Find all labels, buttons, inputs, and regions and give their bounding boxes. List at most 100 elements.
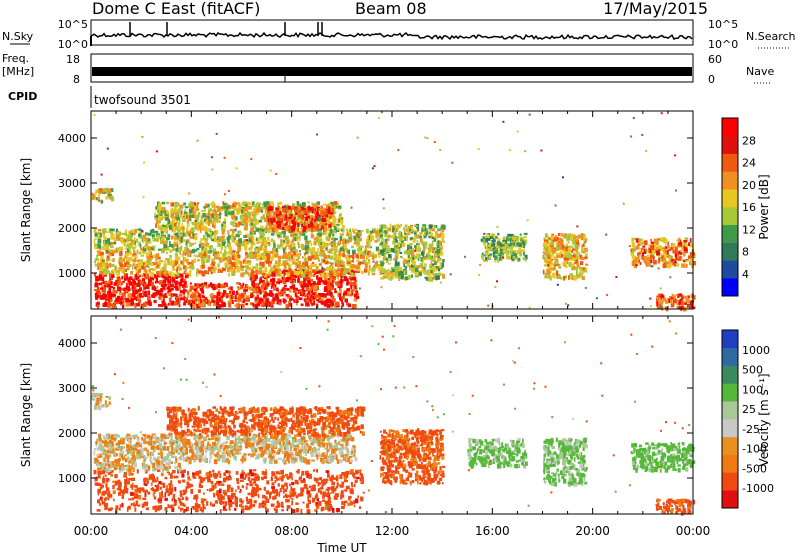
echo-cell bbox=[175, 293, 178, 299]
echo-cell bbox=[260, 225, 264, 228]
echo-cell bbox=[320, 253, 323, 257]
echo-cell bbox=[496, 244, 500, 248]
echo-cell bbox=[157, 261, 162, 265]
echo-cell bbox=[427, 276, 430, 282]
echo-cell bbox=[244, 257, 247, 262]
echo-cell bbox=[391, 248, 395, 253]
echo-cell bbox=[640, 242, 644, 245]
echo-cell bbox=[243, 218, 247, 223]
echo-cell bbox=[246, 210, 249, 214]
echo-cell bbox=[548, 258, 552, 263]
echo-cell bbox=[321, 267, 324, 270]
echo-cell bbox=[404, 234, 408, 239]
echo-cell bbox=[641, 255, 644, 260]
echo-cell bbox=[136, 259, 141, 263]
echo-cell bbox=[228, 302, 232, 308]
echo-cell bbox=[155, 294, 159, 297]
echo-cell bbox=[142, 281, 147, 287]
echo-cell bbox=[285, 236, 287, 240]
echo-cell bbox=[690, 254, 693, 259]
echo-cell bbox=[295, 270, 300, 276]
echo-cell bbox=[204, 239, 208, 243]
echo-cell bbox=[262, 231, 265, 236]
echo-cell bbox=[565, 246, 569, 252]
echo-cell bbox=[403, 262, 405, 267]
echo-cell bbox=[212, 301, 217, 307]
echo-cell bbox=[287, 271, 291, 274]
echo-cell bbox=[649, 259, 653, 264]
echo-cell bbox=[282, 226, 285, 230]
echo-cell bbox=[95, 276, 99, 282]
echo-cell bbox=[407, 245, 410, 251]
echo-cell bbox=[183, 211, 188, 214]
echo-cell bbox=[293, 289, 297, 293]
echo-cell bbox=[119, 231, 122, 236]
echo-cell bbox=[544, 250, 549, 255]
echo-cell bbox=[140, 236, 143, 239]
echo-cell bbox=[556, 252, 560, 256]
echo-cell bbox=[119, 300, 123, 304]
echo-cell bbox=[124, 268, 127, 272]
echo-cell bbox=[186, 239, 190, 244]
echo-cell bbox=[125, 247, 128, 250]
echo-cell bbox=[320, 299, 324, 302]
echo-cell bbox=[394, 224, 398, 228]
echo-cell bbox=[129, 278, 131, 284]
echo-cell bbox=[367, 243, 369, 248]
echo-cell bbox=[100, 274, 103, 278]
echo-cell bbox=[95, 189, 99, 194]
echo-cell bbox=[429, 255, 434, 261]
echo-cell bbox=[310, 250, 314, 256]
echo-cell bbox=[501, 241, 506, 245]
echo-cell bbox=[217, 263, 220, 268]
echo-cell bbox=[179, 290, 184, 294]
echo-cell bbox=[274, 293, 277, 298]
echo-cell bbox=[221, 239, 224, 242]
echo-cell bbox=[288, 227, 291, 232]
echo-cell bbox=[121, 275, 124, 280]
echo-cell bbox=[656, 301, 659, 307]
echo-cell bbox=[234, 202, 238, 207]
echo-cell bbox=[346, 302, 349, 306]
echo-cell bbox=[321, 296, 325, 299]
echo-cell bbox=[243, 272, 246, 275]
echo-cell bbox=[573, 276, 577, 281]
echo-cell bbox=[367, 271, 370, 276]
echo-cell bbox=[340, 485, 344, 488]
echo-cell bbox=[237, 246, 242, 252]
echo-cell bbox=[100, 483, 103, 487]
echo-cell bbox=[322, 268, 326, 272]
echo-cell bbox=[294, 208, 298, 212]
echo-cell bbox=[380, 249, 385, 255]
echo-cell bbox=[209, 245, 213, 249]
echo-cell bbox=[197, 213, 200, 217]
echo-cell bbox=[257, 237, 261, 242]
echo-cell bbox=[278, 266, 280, 271]
echo-cell bbox=[405, 270, 407, 275]
echo-cell bbox=[175, 225, 179, 231]
echo-cell bbox=[266, 279, 269, 283]
echo-cell bbox=[212, 223, 215, 228]
echo-cell bbox=[293, 204, 296, 209]
echo-cell bbox=[391, 228, 395, 232]
echo-cell bbox=[323, 288, 328, 292]
echo-cell bbox=[211, 293, 214, 296]
echo-cell bbox=[451, 161, 454, 164]
echo-cell bbox=[157, 256, 161, 260]
echo-cell bbox=[343, 473, 347, 479]
echo-cell bbox=[214, 252, 217, 257]
echo-cell bbox=[287, 303, 290, 307]
echo-cell bbox=[426, 273, 431, 276]
echo-cell bbox=[247, 213, 250, 219]
echo-cell bbox=[439, 247, 443, 250]
echo-cell bbox=[335, 256, 340, 260]
echo-cell bbox=[632, 237, 637, 241]
echo-cell bbox=[394, 271, 399, 276]
echo-cell bbox=[185, 241, 188, 246]
echo-cell bbox=[267, 242, 270, 245]
echo-cell bbox=[239, 479, 244, 482]
echo-cell bbox=[314, 251, 318, 257]
echo-cell bbox=[371, 167, 374, 170]
echo-cell bbox=[242, 300, 245, 303]
